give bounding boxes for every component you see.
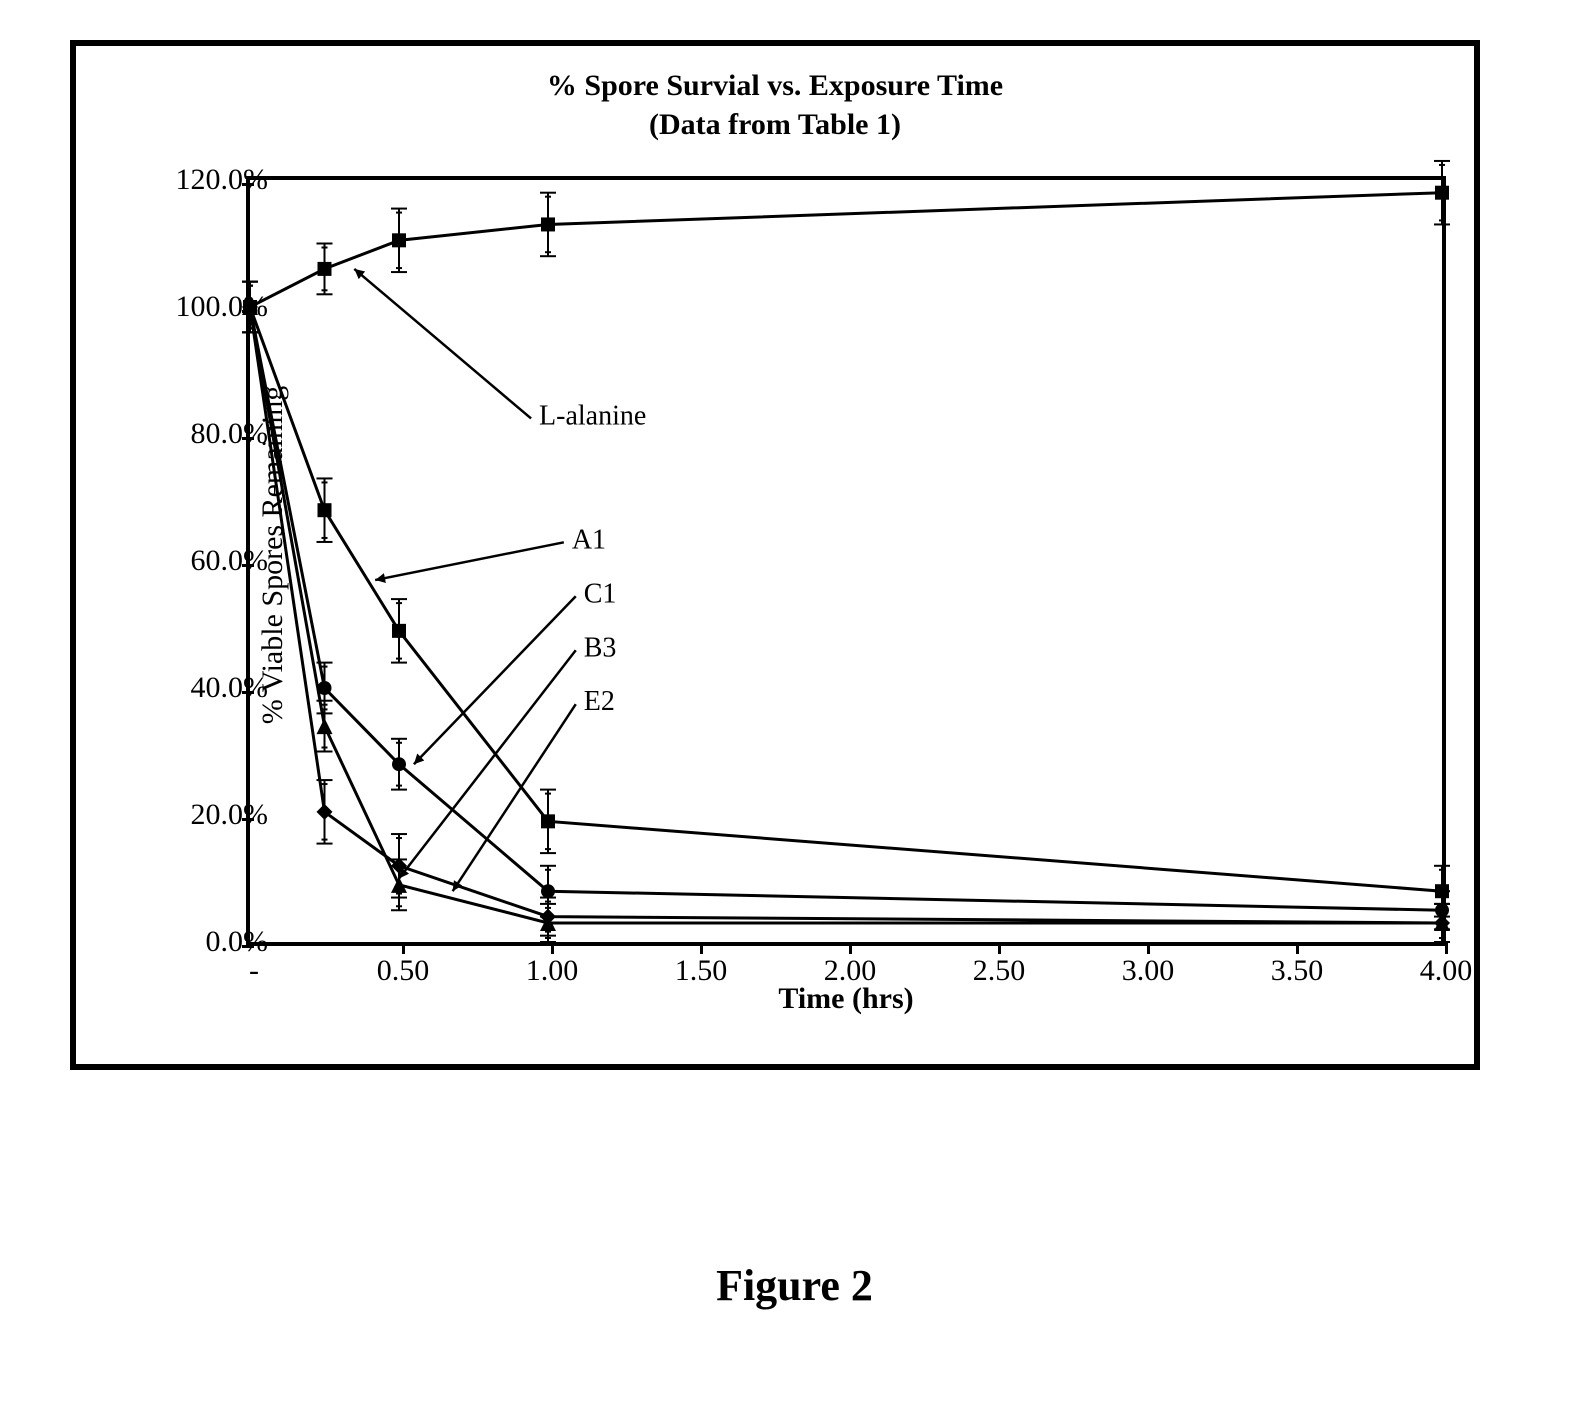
y-tick-label: 0.0%: [148, 925, 268, 959]
y-tick-label: 40.0%: [148, 671, 268, 705]
annotation-C1: C1: [584, 578, 617, 609]
y-tick-label: 20.0%: [148, 798, 268, 832]
x-tick-label: 3.50: [1271, 954, 1324, 988]
x-tick-label: 0.50: [377, 954, 430, 988]
y-tick-label: 60.0%: [148, 544, 268, 578]
y-tick-label: 100.0%: [148, 290, 268, 324]
annotation-B3: B3: [584, 632, 617, 663]
annotation-E2: E2: [584, 686, 615, 717]
title-line-2: (Data from Table 1): [76, 105, 1474, 144]
x-tick-label: 2.50: [973, 954, 1026, 988]
plot-area: L-alanineA1C1B3E2 Time (hrs) -0.501.001.…: [246, 176, 1446, 946]
x-tick-label: 1.00: [526, 954, 579, 988]
title-line-1: % Spore Survial vs. Exposure Time: [76, 66, 1474, 105]
chart-svg: L-alanine A1 C1 B3 E2: [250, 180, 1442, 942]
x-tick-label: 4.00: [1420, 954, 1473, 988]
x-tick-label: 1.50: [675, 954, 728, 988]
y-tick-label: 120.0%: [148, 163, 268, 197]
x-tick-label: -: [249, 954, 259, 988]
y-tick-label: 80.0%: [148, 417, 268, 451]
x-tick-label: 3.00: [1122, 954, 1175, 988]
annotation-A1: A1: [572, 524, 606, 555]
chart-frame: % Spore Survial vs. Exposure Time (Data …: [70, 40, 1480, 1070]
chart-title: % Spore Survial vs. Exposure Time (Data …: [76, 66, 1474, 144]
x-tick-label: 2.00: [824, 954, 877, 988]
annotation-L-alanine: L-alanine: [539, 400, 646, 431]
figure-caption: Figure 2: [0, 1260, 1589, 1311]
page: % Spore Survial vs. Exposure Time (Data …: [0, 0, 1589, 1416]
